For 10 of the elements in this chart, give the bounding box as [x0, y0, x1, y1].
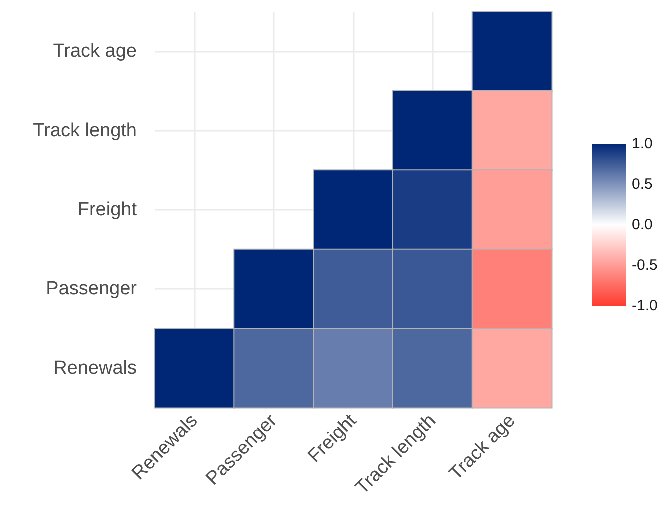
color-bar-label: -0.5	[632, 257, 658, 274]
y-tick-label: Track age	[53, 41, 137, 62]
color-bar-label: 1.0	[632, 136, 653, 152]
color-bar-label: -1.0	[632, 298, 658, 314]
y-tick-label: Track length	[33, 120, 137, 142]
y-tick-label: Passenger	[46, 278, 138, 300]
y-tick-label: Renewals	[54, 358, 137, 379]
color-bar-label: 0.0	[632, 216, 653, 234]
y-tick-label: Freight	[78, 200, 138, 220]
color-bar-label: 0.5	[632, 176, 653, 193]
